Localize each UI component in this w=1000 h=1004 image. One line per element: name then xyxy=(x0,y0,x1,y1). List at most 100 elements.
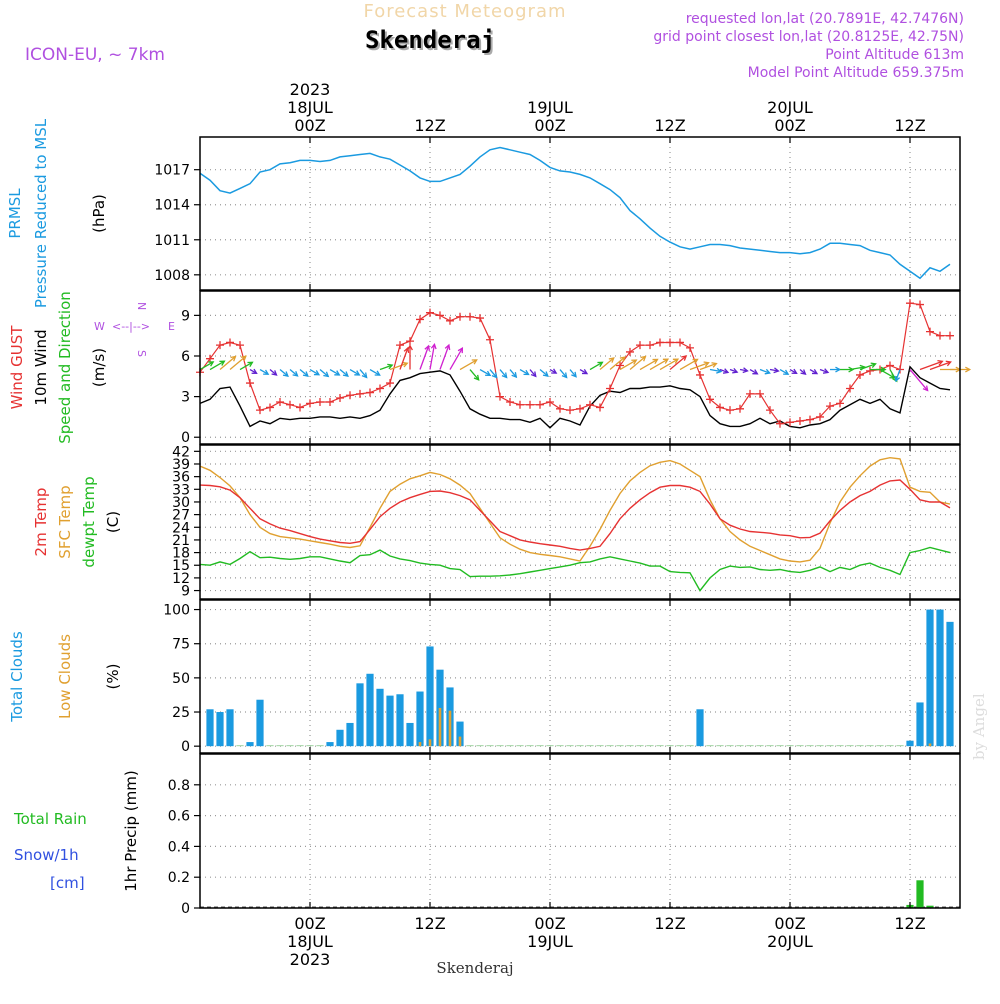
gust-marker xyxy=(936,331,944,340)
time-label-top: 19JUL xyxy=(527,98,573,117)
wind-vector-head xyxy=(652,358,659,365)
wind-vector xyxy=(719,368,729,374)
cloud-bar-low xyxy=(448,710,452,747)
gust-marker xyxy=(726,406,734,415)
wind-vector xyxy=(879,368,895,379)
wind-vector-head xyxy=(342,371,349,378)
wind-vector xyxy=(279,369,289,377)
precip-label-snow: Snow/1h xyxy=(14,846,79,864)
gust-marker xyxy=(446,316,454,325)
compass-n: N xyxy=(135,302,148,310)
gust-marker xyxy=(656,338,664,347)
y-tick-label: 39 xyxy=(172,457,190,473)
panel-frame-temp xyxy=(199,444,961,600)
y-tick-label: 25 xyxy=(172,705,190,721)
cloud-bar-low xyxy=(428,739,432,747)
cloud-bar-total xyxy=(486,745,494,747)
cloud-bar-total xyxy=(356,683,364,747)
gust-marker xyxy=(626,347,634,356)
gust-marker xyxy=(426,308,434,317)
panel-frame-wind xyxy=(199,290,961,445)
series-line-10m-wind xyxy=(199,365,951,429)
cloud-bar-total xyxy=(656,745,664,747)
wind-vector-head xyxy=(640,355,647,362)
wind-vector-head xyxy=(937,359,944,366)
footer-location: Skenderaj xyxy=(436,959,513,977)
wind-vector-head xyxy=(292,370,299,377)
cloud-bar-total xyxy=(776,745,784,747)
panel-label-temp: (C) xyxy=(104,511,122,533)
location-title-shadow: Skenderaj xyxy=(367,28,497,56)
time-label-bottom: 00Z xyxy=(534,914,565,933)
panel-label-wind: Speed and Direction xyxy=(56,291,74,444)
gust-marker xyxy=(326,398,334,407)
wind-vector-head xyxy=(800,369,807,375)
wind-vector-head xyxy=(263,369,270,375)
gust-marker xyxy=(906,299,914,308)
wind-vector xyxy=(309,368,320,376)
time-label-bottom: 20JUL xyxy=(767,932,813,951)
cloud-bar-low xyxy=(928,743,932,747)
wind-vector xyxy=(749,368,758,375)
cloud-bar-total xyxy=(926,609,934,747)
time-label-bottom: 12Z xyxy=(894,914,925,933)
wind-vector xyxy=(759,368,770,374)
y-tick-label: 0.4 xyxy=(168,839,190,855)
wind-vector-head xyxy=(732,367,739,374)
wind-vector xyxy=(669,355,687,371)
wind-vector-head xyxy=(402,361,409,368)
gust-marker xyxy=(886,361,894,370)
gust-marker xyxy=(916,300,924,309)
wind-vector xyxy=(299,369,309,377)
cloud-bar-total xyxy=(866,745,874,747)
cloud-bar-total xyxy=(466,745,474,747)
cloud-bar-total xyxy=(746,745,754,747)
gust-marker xyxy=(316,398,324,407)
time-label-top: 18JUL xyxy=(287,98,333,117)
y-tick-label: 33 xyxy=(172,482,190,498)
gust-marker xyxy=(276,398,284,407)
wind-vector-head xyxy=(894,375,901,383)
gust-marker xyxy=(296,403,304,412)
gust-marker xyxy=(946,331,954,340)
wind-vector-head xyxy=(334,370,341,376)
gust-marker xyxy=(786,418,794,427)
cloud-bar-total xyxy=(886,745,894,747)
time-label-top: 20JUL xyxy=(767,98,813,117)
y-tick-label: 24 xyxy=(172,520,190,536)
cloud-bar-total xyxy=(706,745,714,747)
wind-vector-head xyxy=(711,362,718,368)
cloud-bar-total xyxy=(846,745,854,747)
wind-vector-head xyxy=(571,371,577,378)
gust-marker xyxy=(456,312,464,321)
panel-label-temp: 2m Temp xyxy=(32,488,50,557)
wind-vector-head xyxy=(424,344,430,351)
wind-vector-head xyxy=(742,367,749,374)
wind-vector-head xyxy=(703,361,710,367)
precip-label-axis: 1hr Precip (mm) xyxy=(122,770,140,891)
gust-marker xyxy=(366,388,374,397)
wind-vector xyxy=(599,357,615,371)
cloud-bar-total xyxy=(296,745,304,747)
panel-label-pressure: PRMSL xyxy=(6,188,24,239)
gust-marker xyxy=(506,398,514,407)
cloud-bar-total xyxy=(616,745,624,747)
gust-marker xyxy=(476,314,484,323)
y-tick-label: 0 xyxy=(181,901,190,917)
series-line-prmsl xyxy=(199,146,951,280)
cloud-bar-total xyxy=(206,709,214,747)
cloud-bar-total xyxy=(536,745,544,747)
wind-vector xyxy=(895,369,901,382)
cloud-bar-total xyxy=(856,745,864,747)
wind-vector-head xyxy=(230,355,237,362)
y-tick-label: 9 xyxy=(181,584,190,600)
y-tick-label: 0.6 xyxy=(168,809,190,825)
time-label-top: 00Z xyxy=(294,116,325,135)
wind-vector xyxy=(369,368,381,376)
compass-w: W xyxy=(94,320,105,333)
cloud-bar-total xyxy=(476,745,484,747)
cloud-bar-total xyxy=(226,709,234,747)
precip-bar xyxy=(916,880,924,908)
wind-vector xyxy=(269,369,277,376)
panel-label-pressure: Pressure Reduced to MSL xyxy=(32,118,50,308)
